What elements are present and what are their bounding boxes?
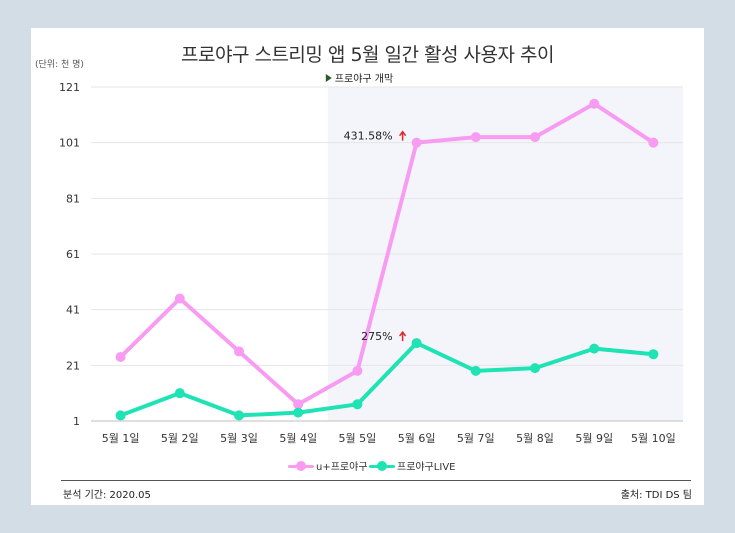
x-tick-label: 5월 4일	[279, 431, 317, 445]
y-tick-label: 21	[66, 359, 80, 372]
x-tick-label: 5월 8일	[516, 431, 554, 445]
y-tick-label: 61	[66, 248, 80, 261]
annotation-label-0: 431.58%	[344, 130, 393, 143]
series-line-1	[118, 341, 656, 418]
series-line-0	[118, 101, 656, 407]
data-point-series-0	[589, 98, 600, 109]
footer-divider	[61, 480, 691, 481]
data-point-series-1	[174, 388, 185, 399]
annotation-label-1: 275%	[361, 330, 392, 343]
unit-label: (단위: 천 명)	[35, 60, 84, 70]
x-tick-label: 5월 1일	[102, 431, 140, 445]
data-point-series-1	[648, 349, 659, 360]
legend-dot	[377, 460, 387, 471]
legend-item-series-1: 프로야구LIVE	[369, 458, 455, 473]
y-tick-label: 121	[59, 81, 80, 94]
data-point-series-1	[352, 399, 363, 410]
data-point-series-1	[589, 343, 600, 354]
data-point-series-0	[234, 346, 244, 357]
chart-title: 프로야구 스트리밍 앱 5월 일간 활성 사용자 추이	[181, 44, 555, 66]
x-tick-label: 5월 3일	[220, 431, 258, 445]
x-tick-label: 5월 9일	[575, 431, 613, 445]
x-tick-label: 5월 2일	[161, 431, 199, 445]
x-tick-label: 5월 5일	[339, 431, 377, 445]
y-tick-label: 41	[66, 304, 80, 317]
legend-label-series-0: u+프로야구	[316, 462, 368, 473]
legend-item-series-0: u+프로야구	[288, 458, 368, 473]
data-point-series-0	[648, 137, 659, 148]
y-tick-label: 81	[66, 192, 80, 205]
legend-label-series-1: 프로야구LIVE	[397, 462, 456, 473]
data-source: 출처: TDI DS 팀	[620, 490, 692, 501]
analysis-period: 분석 기간: 2020.05	[63, 490, 151, 501]
data-point-series-1	[470, 365, 481, 376]
legend-dot	[296, 460, 306, 471]
y-tick-label: 101	[59, 137, 80, 150]
data-point-series-0	[530, 132, 540, 143]
data-point-series-0	[411, 137, 422, 148]
data-point-series-0	[470, 132, 481, 143]
legend-swatch-series-1	[369, 460, 395, 471]
chart-card: 프로야구 스트리밍 앱 5월 일간 활성 사용자 추이 (단위: 천 명) 프로…	[31, 28, 704, 505]
data-point-series-0	[115, 351, 126, 362]
up-arrow-icon	[399, 330, 407, 342]
data-point-series-0	[293, 399, 304, 410]
data-point-series-0	[352, 365, 363, 376]
highlight-marker-icon	[325, 74, 332, 82]
data-point-series-1	[293, 407, 304, 418]
highlight-label: 프로야구 개막	[335, 73, 393, 85]
up-arrow-icon	[399, 130, 407, 141]
legend-swatch-series-0	[288, 460, 314, 471]
y-tick-label: 1	[73, 415, 80, 428]
data-point-series-1	[115, 410, 126, 421]
data-point-series-1	[530, 363, 540, 374]
x-tick-label: 5월 10일	[631, 431, 676, 445]
data-point-series-1	[234, 410, 244, 421]
data-point-series-1	[411, 338, 422, 349]
x-tick-label: 5월 6일	[398, 431, 436, 445]
x-tick-label: 5월 7일	[457, 431, 495, 445]
data-point-series-0	[174, 293, 185, 304]
